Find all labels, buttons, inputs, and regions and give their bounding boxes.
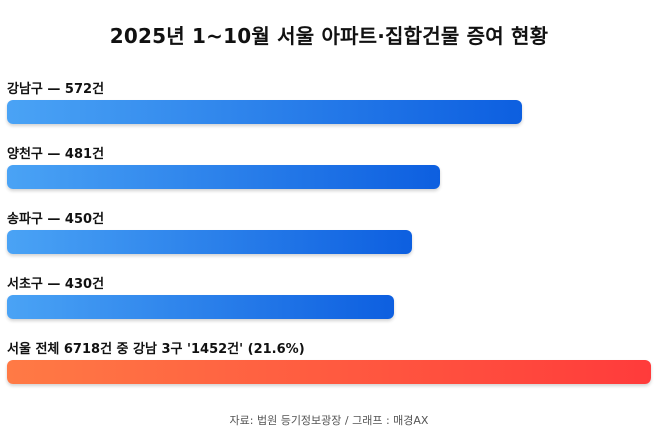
bar <box>7 100 522 124</box>
bar-label: 서울 전체 6718건 중 강남 3구 '1452건' (21.6%) <box>7 342 305 357</box>
bar <box>7 230 412 254</box>
bar-label: 강남구 — 572건 <box>7 82 105 97</box>
bar <box>7 165 440 189</box>
chart-title: 2025년 1~10월 서울 아파트·집합건물 증여 현황 <box>109 24 549 48</box>
source-note: 자료: 법원 등기정보광장 / 그래프 : 매경AX <box>229 414 429 427</box>
bar <box>7 295 394 319</box>
bar-total-highlight <box>7 360 651 384</box>
bar-label: 서초구 — 430건 <box>7 277 105 292</box>
bar-label: 양천구 — 481건 <box>7 147 105 162</box>
bar-label: 송파구 — 450건 <box>7 212 105 227</box>
